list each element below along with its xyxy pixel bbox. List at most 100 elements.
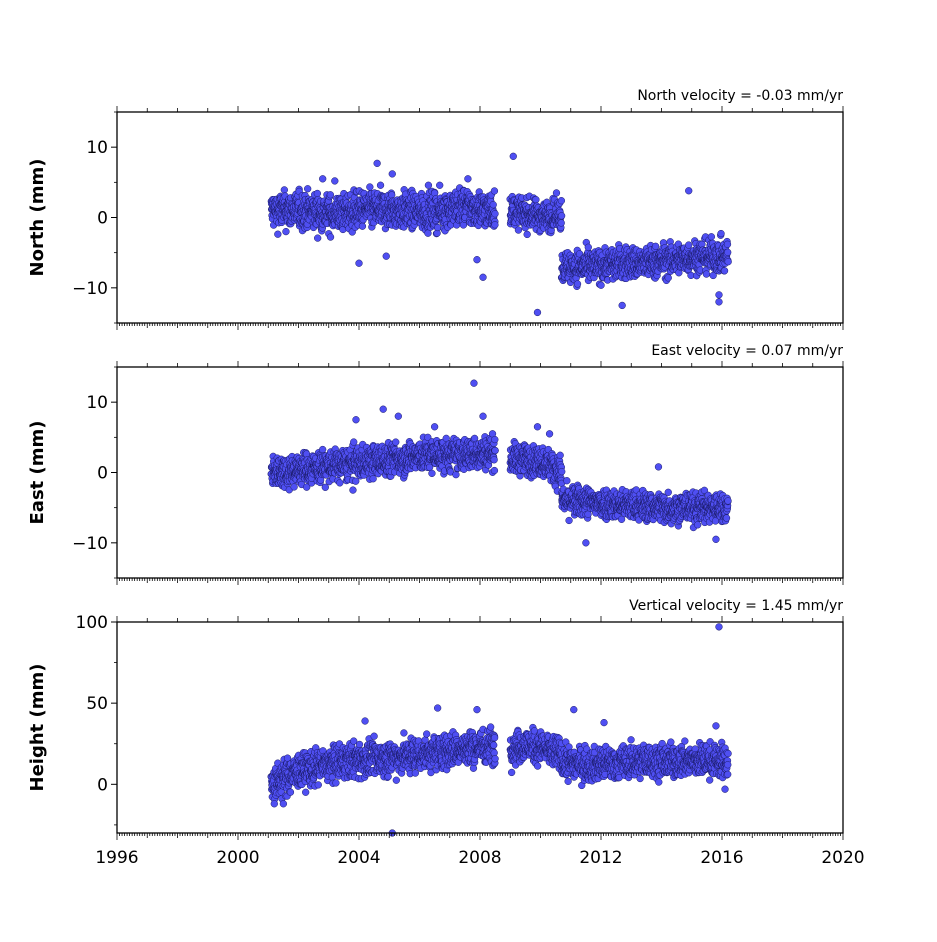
data-point bbox=[558, 197, 565, 204]
data-point bbox=[366, 184, 373, 191]
data-point bbox=[291, 484, 298, 491]
data-point bbox=[319, 446, 326, 453]
outlier-point bbox=[655, 463, 662, 470]
y-ticks: 10 0 −10 bbox=[72, 112, 117, 323]
data-point bbox=[490, 201, 497, 208]
data-point bbox=[558, 212, 565, 219]
outlier-point bbox=[480, 274, 487, 281]
data-point bbox=[723, 515, 730, 522]
outlier-point bbox=[716, 299, 723, 306]
data-point bbox=[557, 452, 564, 459]
data-point bbox=[558, 220, 565, 227]
outlier-point bbox=[356, 260, 363, 267]
data-point bbox=[492, 210, 499, 217]
outlier-point bbox=[716, 291, 723, 298]
data-point bbox=[574, 281, 581, 288]
outlier-point bbox=[471, 380, 478, 387]
outlier-point bbox=[383, 253, 390, 260]
outlier-point bbox=[319, 175, 326, 182]
y-tick-label: −10 bbox=[72, 279, 108, 299]
outlier-point bbox=[465, 175, 472, 182]
data-point bbox=[703, 271, 710, 278]
data-point bbox=[314, 235, 321, 242]
data-point bbox=[553, 190, 560, 197]
data-point bbox=[725, 498, 732, 505]
axes-frame bbox=[117, 367, 843, 578]
outlier-point bbox=[331, 178, 338, 185]
data-point bbox=[532, 196, 539, 203]
panel-title: North velocity = -0.03 mm/yr bbox=[637, 88, 843, 104]
outlier-point bbox=[510, 153, 517, 160]
outlier-point bbox=[713, 536, 720, 543]
data-point bbox=[370, 475, 377, 482]
data-points bbox=[268, 153, 732, 316]
data-point bbox=[515, 227, 522, 234]
data-point bbox=[388, 192, 395, 199]
data-point bbox=[327, 234, 334, 241]
data-point bbox=[524, 231, 531, 238]
data-point bbox=[492, 447, 499, 454]
data-point bbox=[491, 436, 498, 443]
data-point bbox=[598, 282, 605, 289]
outlier-point bbox=[389, 170, 396, 177]
data-point bbox=[585, 244, 592, 251]
panel-north: 10 0 −10 North (mm) North velocity = -0.03 m… bbox=[27, 88, 843, 330]
data-point bbox=[352, 478, 359, 485]
data-point bbox=[724, 241, 731, 248]
data-point bbox=[491, 456, 498, 463]
data-point bbox=[350, 439, 357, 446]
data-point bbox=[491, 188, 498, 195]
outlier-point bbox=[380, 406, 387, 413]
data-point bbox=[558, 468, 565, 475]
data-point bbox=[434, 224, 441, 231]
data-point bbox=[274, 231, 281, 238]
data-point bbox=[429, 470, 436, 477]
data-point bbox=[436, 182, 443, 189]
outlier-point bbox=[353, 416, 360, 423]
outlier-point bbox=[534, 309, 541, 316]
data-point bbox=[694, 521, 701, 528]
y-tick-label: 10 bbox=[86, 138, 108, 158]
data-point bbox=[281, 186, 288, 193]
data-point bbox=[336, 479, 343, 486]
data-point bbox=[453, 471, 460, 478]
data-point bbox=[492, 221, 499, 228]
data-point bbox=[359, 223, 366, 230]
data-point bbox=[304, 185, 311, 192]
outlier-point bbox=[374, 160, 381, 167]
outlier-point bbox=[474, 256, 481, 263]
data-point bbox=[665, 274, 672, 281]
data-point bbox=[718, 230, 725, 237]
outlier-point bbox=[534, 423, 541, 430]
data-point bbox=[665, 489, 672, 496]
x-ticks bbox=[117, 361, 843, 585]
data-point bbox=[327, 191, 334, 198]
data-point bbox=[377, 182, 384, 189]
outlier-point bbox=[685, 187, 692, 194]
data-point bbox=[724, 249, 731, 256]
data-point bbox=[314, 190, 321, 197]
data-point bbox=[425, 182, 432, 189]
data-point bbox=[392, 439, 399, 446]
data-point bbox=[708, 233, 715, 240]
data-point bbox=[283, 228, 290, 235]
y-tick-label: 0 bbox=[97, 209, 108, 229]
outlier-point bbox=[619, 302, 626, 309]
outlier-point bbox=[395, 413, 402, 420]
y-axis-label: North (mm) bbox=[27, 159, 48, 277]
data-point bbox=[652, 243, 659, 250]
data-point bbox=[721, 267, 728, 274]
data-point bbox=[685, 242, 692, 249]
data-point bbox=[491, 467, 498, 474]
data-point bbox=[566, 517, 573, 524]
outlier-point bbox=[582, 539, 589, 546]
data-point bbox=[725, 258, 732, 265]
outlier-point bbox=[546, 430, 553, 437]
data-point bbox=[563, 477, 570, 484]
outlier-point bbox=[350, 487, 357, 494]
data-points bbox=[268, 380, 732, 546]
outlier-point bbox=[480, 413, 487, 420]
